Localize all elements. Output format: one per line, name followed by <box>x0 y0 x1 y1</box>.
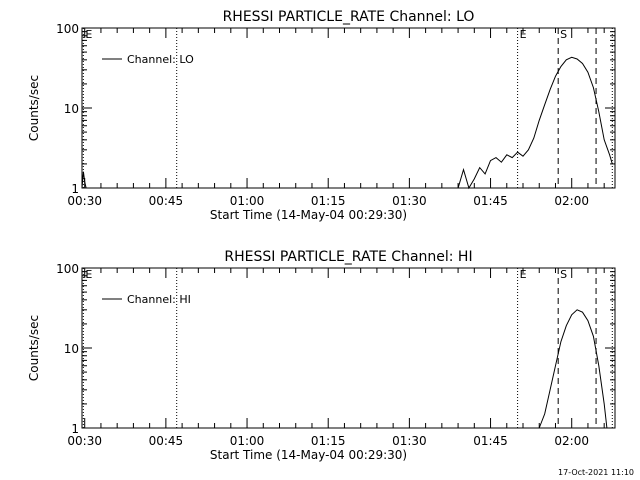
panel-1-y-axis-label: Counts/sec <box>27 75 41 141</box>
panel-2-legend-label: Channel: HI <box>127 293 191 306</box>
panel-1-x-tick-label: 01:30 <box>392 194 427 208</box>
generation-timestamp: 17-Oct-2021 11:10 <box>558 468 634 477</box>
panel-2-x-tick-label: 01:45 <box>473 434 508 448</box>
panel-1-y-tick-label: 1 <box>71 182 79 196</box>
panel-1-event-marker-label: E <box>85 28 92 41</box>
panel-2-y-axis-label: Counts/sec <box>27 315 41 381</box>
panel-1-x-tick-label: 01:00 <box>230 194 265 208</box>
panel-1-x-tick-label: 01:15 <box>311 194 346 208</box>
panel-2-y-tick-label: 100 <box>56 262 79 276</box>
panel-2-x-tick-label: 02:00 <box>554 434 589 448</box>
panel-1-x-tick-label: 00:30 <box>67 194 102 208</box>
panel-1-y-tick-label: 100 <box>56 22 79 36</box>
panel-2-x-tick-label: 01:30 <box>392 434 427 448</box>
panel-2-x-tick-label: 00:30 <box>67 434 102 448</box>
panel-2-x-tick-label: 01:15 <box>311 434 346 448</box>
panel-2-y-tick-label: 1 <box>71 422 79 436</box>
panel-1-event-marker-label: E <box>520 28 527 41</box>
panel-1-plot-frame <box>81 27 616 189</box>
panel-1-event-marker-label: S <box>560 28 567 41</box>
panel-1-y-tick-label: 10 <box>64 102 79 116</box>
panel-1-series-line <box>81 56 613 190</box>
panel-1-legend-label: Channel: LO <box>127 53 194 66</box>
panel-2-x-axis-label: Start Time (14-May-04 00:29:30) <box>210 448 407 462</box>
panel-2-y-tick-label: 10 <box>64 342 79 356</box>
panel-2-x-tick-label: 00:45 <box>149 434 184 448</box>
panel-2-plot-frame <box>81 267 616 429</box>
panel-1-x-tick-label: 00:45 <box>149 194 184 208</box>
panel-2-event-marker-label: E <box>520 268 527 281</box>
panel-1-title: RHESSI PARTICLE_RATE Channel: LO <box>223 9 475 25</box>
panel-1-x-axis-label: Start Time (14-May-04 00:29:30) <box>210 208 407 222</box>
panel-1-x-tick-label: 02:00 <box>554 194 589 208</box>
panel-2-series-line <box>538 309 608 429</box>
panel-1-x-tick-label: 01:45 <box>473 194 508 208</box>
panel-2-title: RHESSI PARTICLE_RATE Channel: HI <box>224 249 472 265</box>
panel-2-event-marker-label: S <box>560 268 567 281</box>
panel-2-event-marker-label: E <box>85 268 92 281</box>
panel-2-x-tick-label: 01:00 <box>230 434 265 448</box>
